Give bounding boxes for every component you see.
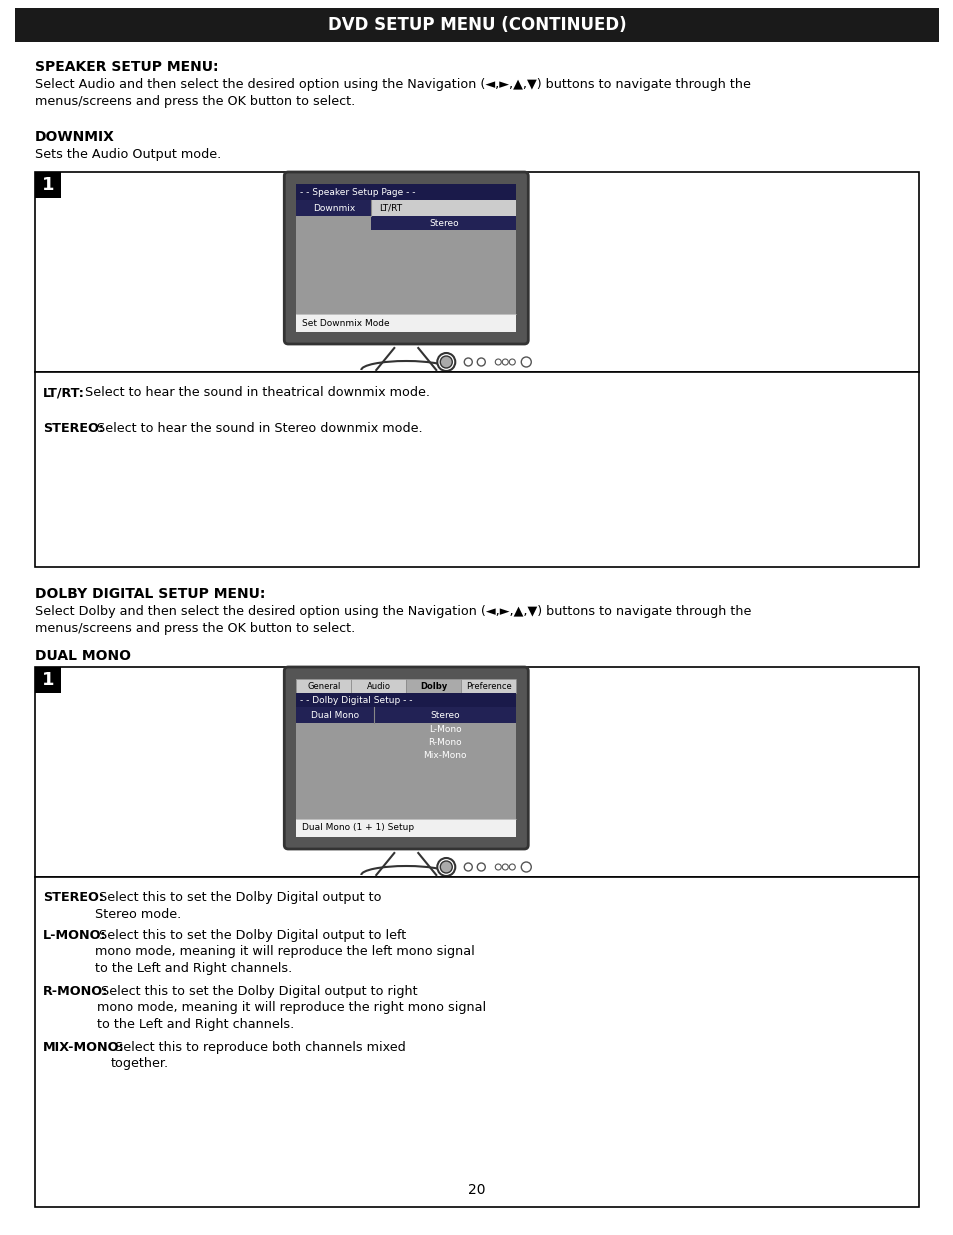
Circle shape xyxy=(495,864,500,869)
Bar xyxy=(371,216,516,230)
Bar xyxy=(296,184,516,200)
Text: Dual Mono (1 + 1) Setup: Dual Mono (1 + 1) Setup xyxy=(302,824,414,832)
Circle shape xyxy=(520,357,531,367)
Circle shape xyxy=(509,864,515,869)
Text: LT/RT:: LT/RT: xyxy=(43,387,85,399)
Text: 1: 1 xyxy=(42,177,54,194)
Text: Stereo: Stereo xyxy=(429,219,458,227)
Text: - - Dolby Digital Setup - -: - - Dolby Digital Setup - - xyxy=(300,695,413,704)
Bar xyxy=(296,706,374,722)
Bar xyxy=(35,667,918,877)
Bar xyxy=(406,679,461,693)
Bar xyxy=(296,200,516,216)
Text: Sets the Audio Output mode.: Sets the Audio Output mode. xyxy=(35,148,221,161)
Text: STEREO:: STEREO: xyxy=(43,890,104,904)
Text: DUAL MONO: DUAL MONO xyxy=(35,650,131,663)
Bar xyxy=(296,679,516,837)
Bar xyxy=(351,679,406,693)
Text: R-Mono: R-Mono xyxy=(428,739,461,747)
Circle shape xyxy=(501,359,508,366)
Bar xyxy=(35,372,918,567)
Text: Select this to reproduce both channels mixed
together.: Select this to reproduce both channels m… xyxy=(111,1041,405,1071)
Circle shape xyxy=(440,861,452,873)
Circle shape xyxy=(520,862,531,872)
Circle shape xyxy=(436,858,455,876)
Text: Select this to set the Dolby Digital output to left
mono mode, meaning it will r: Select this to set the Dolby Digital out… xyxy=(95,929,475,974)
Bar xyxy=(296,314,516,332)
Circle shape xyxy=(464,863,472,871)
Text: STEREO:: STEREO: xyxy=(43,422,104,435)
Bar xyxy=(296,706,516,722)
Bar xyxy=(35,172,61,198)
Text: Preference: Preference xyxy=(465,682,511,690)
Bar xyxy=(461,679,516,693)
Text: Stereo: Stereo xyxy=(430,710,459,720)
Text: Select this to set the Dolby Digital output to
Stereo mode.: Select this to set the Dolby Digital out… xyxy=(95,890,381,920)
FancyBboxPatch shape xyxy=(284,667,528,848)
Text: Set Downmix Mode: Set Downmix Mode xyxy=(302,319,390,327)
Text: Dolby: Dolby xyxy=(419,682,447,690)
Circle shape xyxy=(436,353,455,370)
Text: L-MONO:: L-MONO: xyxy=(43,929,107,942)
Text: LT/RT: LT/RT xyxy=(379,204,402,212)
Circle shape xyxy=(501,864,508,869)
Bar xyxy=(296,200,371,216)
Bar xyxy=(35,172,918,372)
Text: Select to hear the sound in Stereo downmix mode.: Select to hear the sound in Stereo downm… xyxy=(92,422,422,435)
Bar xyxy=(296,679,351,693)
Circle shape xyxy=(509,359,515,366)
Text: Downmix: Downmix xyxy=(313,204,355,212)
Bar xyxy=(374,706,516,722)
Bar xyxy=(296,184,516,332)
Text: DOLBY DIGITAL SETUP MENU:: DOLBY DIGITAL SETUP MENU: xyxy=(35,587,265,601)
Bar xyxy=(15,7,938,42)
Text: Audio: Audio xyxy=(366,682,391,690)
Text: DOWNMIX: DOWNMIX xyxy=(35,130,114,144)
Text: General: General xyxy=(307,682,340,690)
Text: - - Speaker Setup Page - -: - - Speaker Setup Page - - xyxy=(300,188,416,196)
Bar xyxy=(296,819,516,837)
Circle shape xyxy=(440,356,452,368)
Circle shape xyxy=(464,358,472,366)
Text: Select this to set the Dolby Digital output to right
mono mode, meaning it will : Select this to set the Dolby Digital out… xyxy=(97,986,486,1031)
Text: 1: 1 xyxy=(42,671,54,689)
Text: Mix-Mono: Mix-Mono xyxy=(423,751,467,760)
Text: MIX-MONO:: MIX-MONO: xyxy=(43,1041,125,1053)
Text: L-Mono: L-Mono xyxy=(429,725,461,734)
FancyBboxPatch shape xyxy=(284,172,528,345)
Text: 20: 20 xyxy=(468,1183,485,1197)
Text: Select Dolby and then select the desired option using the Navigation (◄,►,▲,▼) b: Select Dolby and then select the desired… xyxy=(35,605,751,635)
Circle shape xyxy=(495,359,500,366)
Circle shape xyxy=(476,863,485,871)
Text: Select Audio and then select the desired option using the Navigation (◄,►,▲,▼) b: Select Audio and then select the desired… xyxy=(35,78,750,107)
Text: SPEAKER SETUP MENU:: SPEAKER SETUP MENU: xyxy=(35,61,218,74)
Bar xyxy=(35,877,918,1207)
Bar xyxy=(296,693,516,706)
Text: R-MONO:: R-MONO: xyxy=(43,986,108,998)
Circle shape xyxy=(476,358,485,366)
Text: Select to hear the sound in theatrical downmix mode.: Select to hear the sound in theatrical d… xyxy=(81,387,430,399)
Bar xyxy=(35,667,61,693)
Text: DVD SETUP MENU (CONTINUED): DVD SETUP MENU (CONTINUED) xyxy=(327,16,626,35)
Text: Dual Mono: Dual Mono xyxy=(311,710,359,720)
